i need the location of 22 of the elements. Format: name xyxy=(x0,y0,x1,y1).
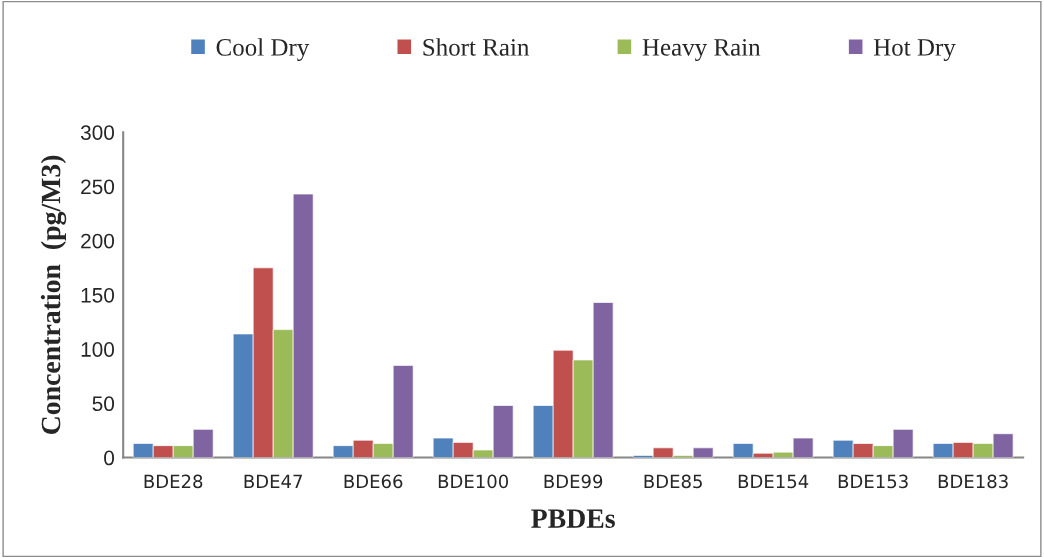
y-tick-label: 300 xyxy=(80,125,115,140)
x-tick-label: BDE183 xyxy=(938,474,1008,489)
x-tick-label: BDE28 xyxy=(144,474,203,489)
legend-label: Short Rain xyxy=(423,38,530,56)
x-tick-label: BDE100 xyxy=(438,474,509,489)
y-axis-title: Concentration (pg/M3) xyxy=(40,155,67,434)
x-tick-label: BDE154 xyxy=(738,474,809,489)
x-tick-label: BDE99 xyxy=(544,474,603,489)
y-tick-label: 200 xyxy=(81,233,115,249)
y-tick-label: 0 xyxy=(104,450,115,466)
legend-label: Heavy Rain xyxy=(642,39,761,61)
x-tick-label: BDE85 xyxy=(644,474,702,489)
x-tick-label: BDE66 xyxy=(344,474,403,489)
y-tick-label: 150 xyxy=(81,287,115,303)
x-axis-title: PBDEs xyxy=(531,509,615,528)
legend-label: Cool Dry xyxy=(216,38,310,61)
y-tick-label: 250 xyxy=(81,179,115,195)
x-tick-label: BDE47 xyxy=(244,474,302,488)
y-tick-label: 100 xyxy=(81,342,115,357)
x-tick-label: BDE153 xyxy=(838,474,908,489)
legend-label: Hot Dry xyxy=(873,39,956,61)
y-tick-label: 50 xyxy=(92,396,115,412)
